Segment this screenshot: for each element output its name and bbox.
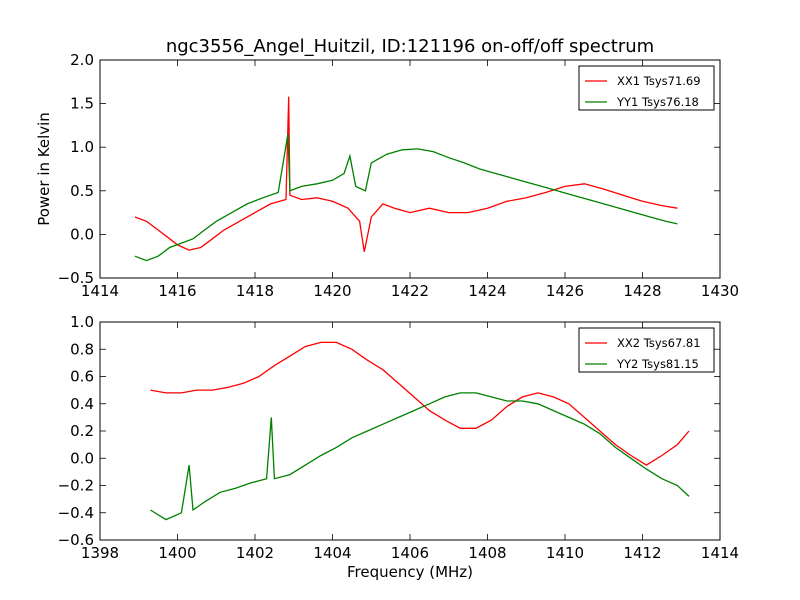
x-tick-label: 1398 [81, 544, 119, 562]
x-tick-label: 1404 [313, 544, 351, 562]
y-tick-label: 1.0 [70, 138, 94, 156]
y-tick-label: 0.6 [70, 368, 94, 386]
x-tick-label: 1406 [391, 544, 429, 562]
x-tick-label: 1420 [313, 282, 351, 300]
bottom-panel: 1398 1400 1402 1404 1406 1408 1410 1412 1414 −0.6… [58, 313, 740, 581]
chart-title: ngc3556_Angel_Huitzil, ID:121196 on-off/… [166, 36, 654, 57]
x-tick-label: 1414 [701, 544, 739, 562]
x-tick-label: 1408 [468, 544, 506, 562]
series-line-green [150, 392, 690, 521]
y-tick-label: −0.4 [58, 504, 94, 522]
y-tick-label: 2.0 [70, 51, 94, 69]
x-axis-label: Frequency (MHz) [347, 563, 473, 581]
legend-box [578, 327, 715, 373]
x-tick-label: 1416 [158, 282, 196, 300]
x-tick-label: 1400 [158, 544, 196, 562]
y-tick-label: 0.4 [70, 395, 94, 413]
legend-label: YY1 Tsys76.18 [616, 95, 699, 109]
x-tick-label: 1424 [468, 282, 506, 300]
y-tick-label: 0.0 [70, 449, 94, 467]
series-line-red [150, 341, 690, 466]
legend-label: XX1 Tsys71.69 [617, 74, 701, 88]
y-tick-label: 0.2 [70, 422, 94, 440]
x-tick-label: 1410 [546, 544, 584, 562]
y-tick-label: −0.2 [58, 477, 94, 495]
y-tick-label: −0.6 [58, 531, 94, 549]
x-tick-label: 1430 [701, 282, 739, 300]
legend-label: YY2 Tsys81.15 [616, 357, 699, 371]
y-tick-label: 0.0 [70, 225, 94, 243]
x-tick-label: 1428 [623, 282, 661, 300]
x-tick-label: 1412 [623, 544, 661, 562]
y-axis-label: Power in Kelvin [35, 112, 53, 226]
series-line-green [134, 133, 678, 262]
legend-box [578, 65, 715, 111]
top-panel: 1414 1416 1418 1420 1422 1424 1426 1428 1430 −0.5… [35, 36, 739, 300]
y-tick-label: −0.5 [58, 269, 94, 287]
y-tick-label: 1.0 [70, 313, 94, 331]
y-tick-label: 0.8 [70, 340, 94, 358]
series-line-red [134, 96, 678, 252]
x-tick-label: 1426 [546, 282, 584, 300]
x-tick-label: 1418 [236, 282, 274, 300]
x-tick-label: 1402 [236, 544, 274, 562]
legend-label: XX2 Tsys67.81 [617, 336, 701, 350]
y-tick-label: 1.5 [70, 95, 94, 113]
x-tick-label: 1422 [391, 282, 429, 300]
x-tick-label: 1414 [81, 282, 119, 300]
y-tick-label: 0.5 [70, 182, 94, 200]
